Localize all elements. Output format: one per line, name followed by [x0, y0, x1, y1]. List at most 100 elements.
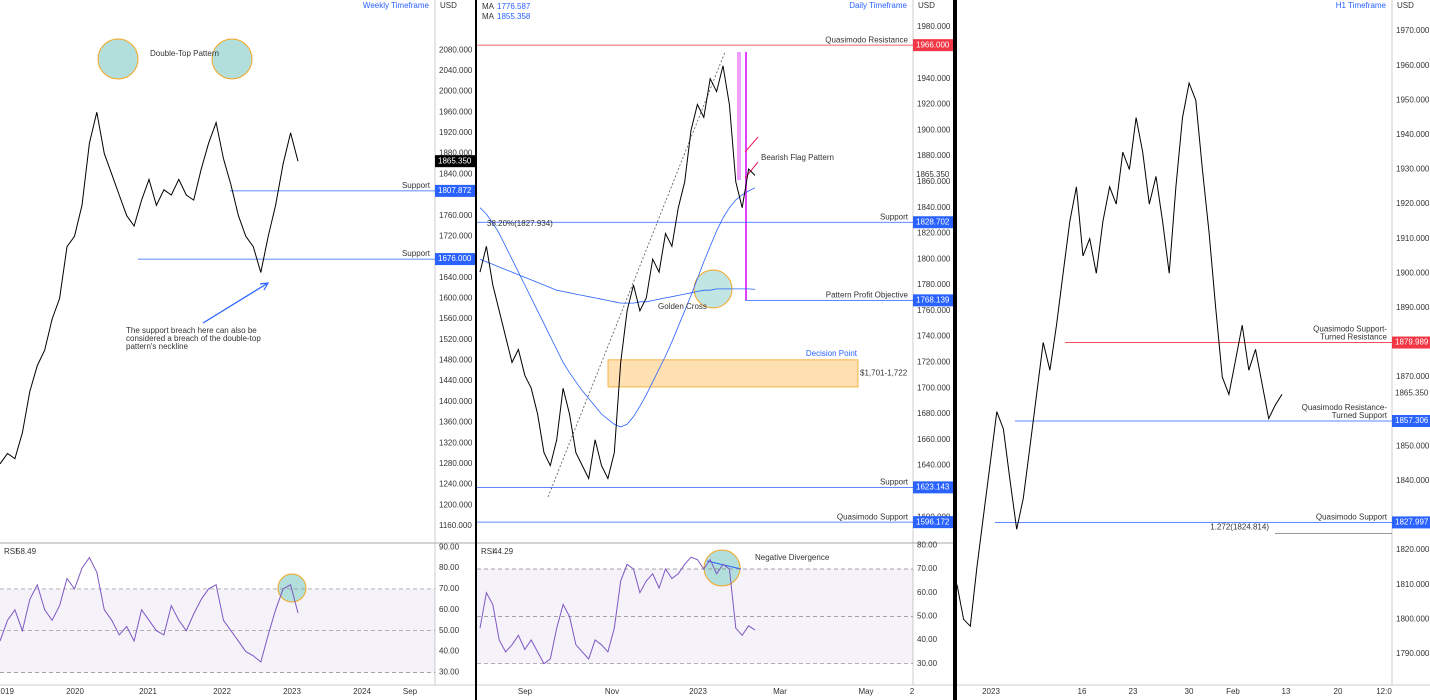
price-tag-label: 1828.702	[916, 217, 950, 226]
timeframe-title: Daily Timeframe	[849, 1, 907, 10]
y-tick-label: 1840.000	[1396, 476, 1430, 485]
rsi-tick-label: 40.00	[439, 647, 460, 656]
x-tick-label: 2023	[689, 687, 707, 696]
rsi-tick-label: 80.00	[917, 540, 938, 549]
y-tick-label: 1930.000	[1396, 165, 1430, 174]
last-price: 1865.350	[916, 170, 950, 179]
y-tick-label: 1800.000	[917, 254, 951, 263]
y-tick-label: 1480.000	[439, 356, 473, 365]
y-tick-label: 1240.000	[439, 480, 473, 489]
moving-average	[479, 187, 756, 428]
level-name: Support	[402, 181, 431, 190]
price-line	[0, 112, 299, 465]
level-name: Quasimodo Support	[837, 512, 909, 521]
y-tick-label: 1920.000	[1396, 199, 1430, 208]
rsi-tick-label: 60.00	[439, 605, 460, 614]
y-tick-label: 1850.000	[1396, 441, 1430, 450]
rsi-tick-label: 50.00	[917, 611, 938, 620]
rsi-name: RSI	[481, 547, 494, 556]
x-tick-label: 2024	[353, 687, 371, 696]
price-tag	[1392, 336, 1430, 349]
x-tick-label: Sep	[403, 687, 418, 696]
decision-zone	[607, 359, 859, 388]
price-tag	[1392, 516, 1430, 529]
level-name: 1.272(1824.814)	[1210, 523, 1269, 532]
level-name: Support	[880, 212, 909, 221]
y-tick-label: 1810.000	[1396, 580, 1430, 589]
rsi-tick-label: 70.00	[917, 564, 938, 573]
rsi-tick-label: 50.00	[439, 626, 460, 635]
x-tick-label: Mar	[773, 687, 787, 696]
annotation: Negative Divergence	[755, 553, 830, 562]
price-tag	[913, 294, 953, 307]
y-tick-label: 1840.000	[439, 169, 473, 178]
price-tag	[913, 39, 953, 52]
price-tag-label: 1676.000	[438, 254, 472, 263]
y-tick-label: 1900.000	[1396, 268, 1430, 277]
y-tick-label: 1910.000	[1396, 234, 1430, 243]
x-tick-label: 30	[1185, 687, 1194, 696]
y-tick-label: 1720.000	[917, 358, 951, 367]
y-tick-label: 1980.000	[917, 22, 951, 31]
ma-name: MA	[482, 12, 495, 21]
y-tick-label: 1520.000	[439, 335, 473, 344]
rsi-value: 58.49	[16, 547, 37, 556]
annotation: considered a breach of the double-top	[126, 334, 261, 343]
rsi-name: RSI	[4, 547, 17, 556]
price-tag	[435, 253, 475, 266]
timeframe-title: H1 Timeframe	[1336, 1, 1387, 10]
price-tag-label: 1879.989	[1395, 338, 1429, 347]
flag-line	[744, 136, 759, 153]
rsi-tick-label: 70.00	[439, 584, 460, 593]
panel-divider	[475, 0, 477, 700]
price-tag	[913, 516, 953, 529]
last-price-tag	[435, 155, 475, 168]
price-tag-label: 1966.000	[916, 40, 950, 49]
decorations	[97, 0, 957, 700]
ma-name: MA	[482, 2, 495, 11]
annotation: The support breach here can also be	[126, 326, 257, 335]
y-tick-label: 1700.000	[917, 383, 951, 392]
y-tick-label: 1320.000	[439, 438, 473, 447]
x-tick-label: 20	[1334, 687, 1343, 696]
price-tag-label: 1827.997	[1395, 518, 1429, 527]
y-tick-label: 1640.000	[917, 461, 951, 470]
y-tick-label: 1760.000	[439, 211, 473, 220]
y-tick-label: 1920.000	[917, 100, 951, 109]
level-name: Turned Resistance	[1320, 333, 1387, 342]
pattern-circle	[97, 38, 139, 80]
y-tick-label: 1900.000	[917, 125, 951, 134]
panel-divider	[953, 0, 957, 700]
y-tick-label: 1790.000	[1396, 649, 1430, 658]
rsi-tick-label: 80.00	[439, 563, 460, 572]
y-tick-label: 1950.000	[1396, 95, 1430, 104]
y-tick-label: 1640.000	[439, 273, 473, 282]
y-tick-label: 1880.000	[917, 151, 951, 160]
x-tick-label: Sep	[518, 687, 533, 696]
y-tick-label: 1960.000	[1396, 61, 1430, 70]
y-tick-label: 1960.000	[439, 107, 473, 116]
rsi-circle	[277, 573, 307, 603]
x-tick-label: May	[858, 687, 873, 696]
y-tick-label: 1600.000	[439, 294, 473, 303]
y-tick-label: 1920.000	[439, 128, 473, 137]
last-price: 1865.350	[1395, 388, 1429, 397]
y-tick-label: 1860.000	[917, 177, 951, 186]
y-tick-label: 1400.000	[439, 397, 473, 406]
annotation: Double-Top Pattern	[150, 49, 219, 58]
ma-value: 1776.587	[497, 2, 531, 11]
price-tag	[1392, 415, 1430, 428]
rsi-tick-label: 30.00	[439, 668, 460, 677]
rsi-tick-label: 90.00	[439, 542, 460, 551]
y-tick-label: 1760.000	[917, 306, 951, 315]
y-tick-label: 1880.000	[439, 149, 473, 158]
arrow-head	[259, 282, 270, 291]
y-tick-label: 1360.000	[439, 418, 473, 427]
x-tick-label: 2023	[982, 687, 1000, 696]
y-tick-label: 1800.000	[1396, 614, 1430, 623]
level-name: Pattern Profit Objective	[826, 290, 909, 299]
y-tick-label: 1780.000	[917, 280, 951, 289]
level-name: Turned Support	[1332, 411, 1388, 420]
y-tick-label: 2000.000	[439, 87, 473, 96]
y-tick-label: 1970.000	[1396, 26, 1430, 35]
